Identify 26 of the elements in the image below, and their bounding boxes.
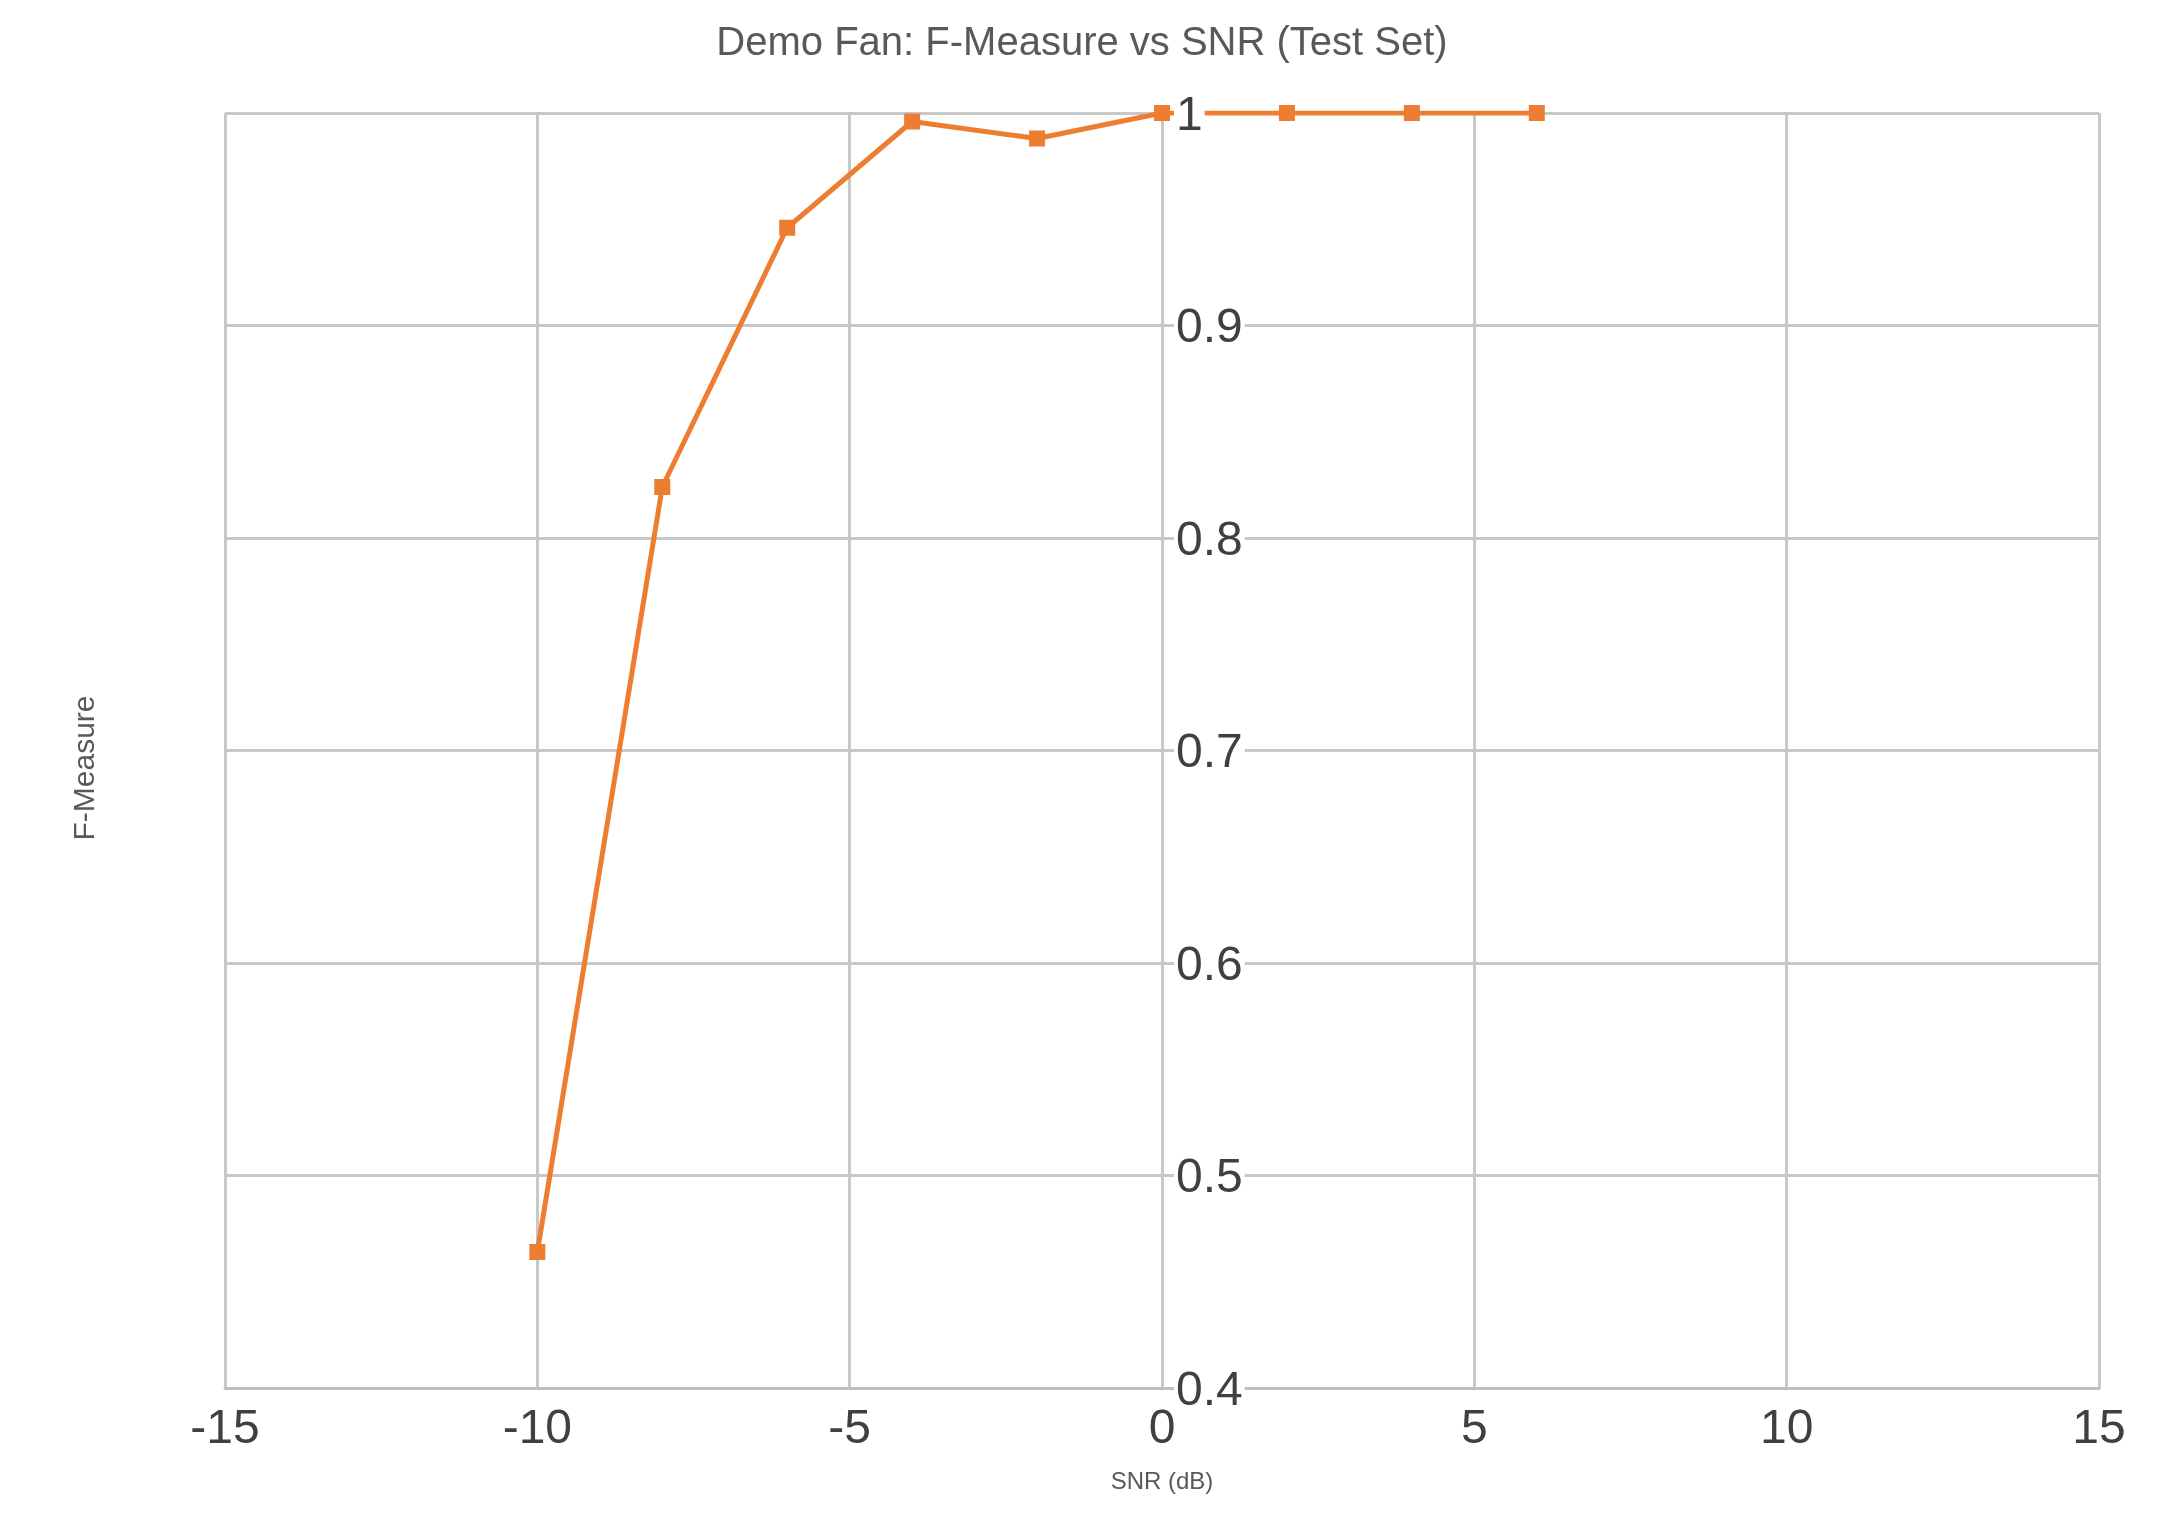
x-axis-title: SNR (dB) [1110,1466,1214,1494]
y-tick-label: 0.9 [1176,299,1243,352]
point [654,479,671,495]
point [1528,105,1545,121]
point [1403,105,1420,121]
y-tick-label: 0.6 [1176,936,1243,990]
x-tick-label: 0 [1148,1399,1176,1453]
y-tick-label: 0.7 [1176,724,1243,777]
x-tick-label: -15 [190,1399,260,1453]
x-tick-label: 15 [2072,1399,2126,1453]
point [904,113,921,130]
x-tick-label: 5 [1460,1399,1488,1453]
point [1278,105,1295,121]
point [529,1244,546,1260]
x-tick-label: -5 [828,1399,872,1453]
point [779,219,796,236]
point [1154,105,1170,121]
y-tick-label: 1 [1176,86,1203,140]
y-tick-label: 0.8 [1176,511,1243,565]
chart-title: Demo Fan: F-Measure vs SNR (Test Set) [716,19,1448,63]
x-tick-label: -10 [502,1399,573,1453]
y-tick-label: 0.5 [1176,1149,1243,1202]
x-tick-label: 10 [1759,1399,1814,1453]
y-tick-label: 0.4 [1176,1361,1243,1415]
y-axis-title: F-Measure [66,695,100,841]
point [1029,130,1046,147]
